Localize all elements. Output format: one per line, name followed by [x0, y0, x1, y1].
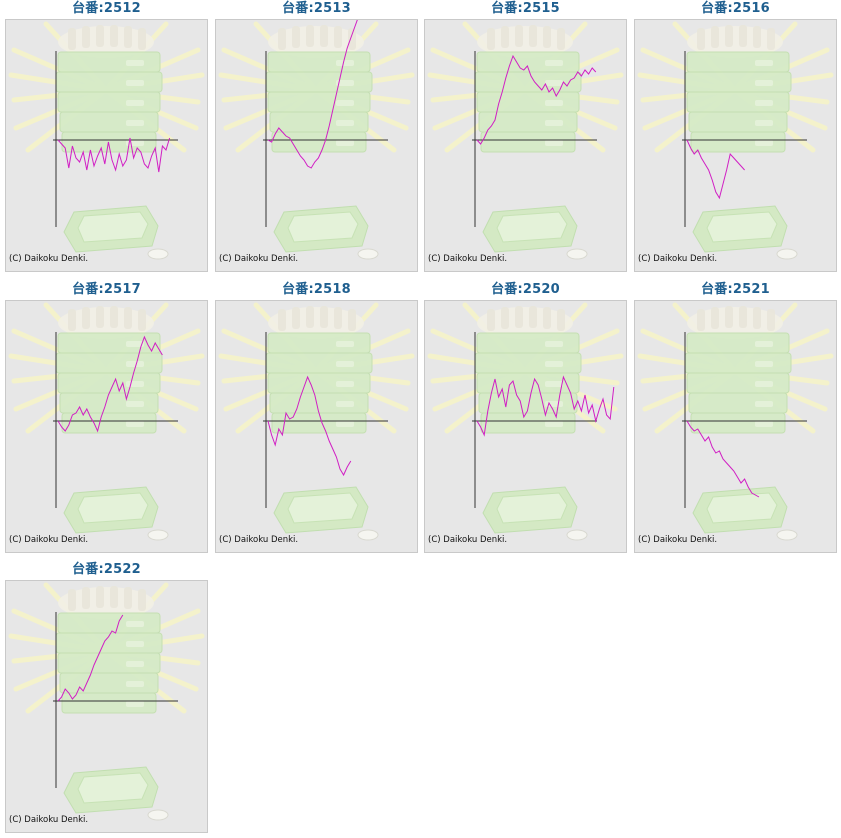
background-illustration — [640, 305, 831, 540]
copyright-label: (C) Daikoku Denki. — [9, 815, 88, 825]
background-illustration — [11, 305, 202, 540]
copyright-label: (C) Daikoku Denki. — [219, 254, 298, 264]
chart-svg: (C) Daikoku Denki. — [6, 581, 207, 825]
chart-title-link[interactable]: 台番:2513 — [282, 1, 351, 16]
chart-cell: 台番:2516 (C) Daikoku Denki. — [634, 0, 837, 272]
chart-panel: (C) Daikoku Denki. — [215, 300, 418, 553]
chart-svg: (C) Daikoku Denki. — [635, 301, 836, 545]
series-line — [476, 54, 597, 145]
chart-panel: (C) Daikoku Denki. — [5, 300, 208, 553]
copyright-label: (C) Daikoku Denki. — [428, 254, 507, 264]
series-line — [57, 614, 124, 702]
chart-cell: 台番:2520 (C) Daikoku Denki. — [424, 281, 627, 553]
series-line — [686, 420, 760, 498]
chart-title-link[interactable]: 台番:2516 — [701, 1, 770, 16]
chart-svg: (C) Daikoku Denki. — [216, 301, 417, 545]
chart-title-link[interactable]: 台番:2515 — [491, 1, 560, 16]
chart-cell: 台番:2517 (C) Daikoku Denki. — [5, 281, 208, 553]
copyright-label: (C) Daikoku Denki. — [9, 254, 88, 264]
copyright-label: (C) Daikoku Denki. — [9, 535, 88, 545]
chart-title-link[interactable]: 台番:2521 — [701, 282, 770, 297]
series-line — [476, 375, 615, 437]
copyright-label: (C) Daikoku Denki. — [638, 254, 717, 264]
chart-cell: 台番:2512 (C) Daikoku Denki. — [5, 0, 208, 272]
background-illustration — [640, 24, 831, 259]
chart-svg: (C) Daikoku Denki. — [425, 20, 626, 264]
series-line — [267, 375, 352, 477]
copyright-label: (C) Daikoku Denki. — [219, 535, 298, 545]
chart-cell: 台番:2522 (C) Daikoku Denki. — [5, 561, 208, 833]
chart-panel: (C) Daikoku Denki. — [5, 580, 208, 833]
chart-svg: (C) Daikoku Denki. — [635, 20, 836, 264]
chart-cell: 台番:2515 (C) Daikoku Denki. — [424, 0, 627, 272]
series-line — [57, 137, 171, 173]
background-illustration — [430, 24, 621, 259]
chart-cell: 台番:2518 (C) Daikoku Denki. — [215, 281, 418, 553]
background-illustration — [221, 24, 412, 259]
series-line — [686, 139, 745, 200]
chart-title-link[interactable]: 台番:2520 — [491, 282, 560, 297]
series-line — [267, 20, 358, 169]
chart-title-link[interactable]: 台番:2512 — [72, 1, 141, 16]
chart-cell: 台番:2521 (C) Daikoku Denki. — [634, 281, 837, 553]
chart-panel: (C) Daikoku Denki. — [424, 19, 627, 272]
chart-cell: 台番:2513 (C) Daikoku Denki. — [215, 0, 418, 272]
chart-svg: (C) Daikoku Denki. — [6, 301, 207, 545]
copyright-label: (C) Daikoku Denki. — [428, 535, 507, 545]
chart-panel: (C) Daikoku Denki. — [5, 19, 208, 272]
chart-title-link[interactable]: 台番:2517 — [72, 282, 141, 297]
chart-panel: (C) Daikoku Denki. — [424, 300, 627, 553]
background-illustration — [11, 585, 202, 820]
chart-panel: (C) Daikoku Denki. — [634, 19, 837, 272]
background-illustration — [11, 24, 202, 259]
background-illustration — [430, 305, 621, 540]
chart-svg: (C) Daikoku Denki. — [216, 20, 417, 264]
chart-title-link[interactable]: 台番:2522 — [72, 562, 141, 577]
chart-title-link[interactable]: 台番:2518 — [282, 282, 351, 297]
chart-svg: (C) Daikoku Denki. — [425, 301, 626, 545]
chart-svg: (C) Daikoku Denki. — [6, 20, 207, 264]
copyright-label: (C) Daikoku Denki. — [638, 535, 717, 545]
series-line — [57, 335, 163, 433]
chart-panel: (C) Daikoku Denki. — [634, 300, 837, 553]
chart-panel: (C) Daikoku Denki. — [215, 19, 418, 272]
background-illustration — [221, 305, 412, 540]
